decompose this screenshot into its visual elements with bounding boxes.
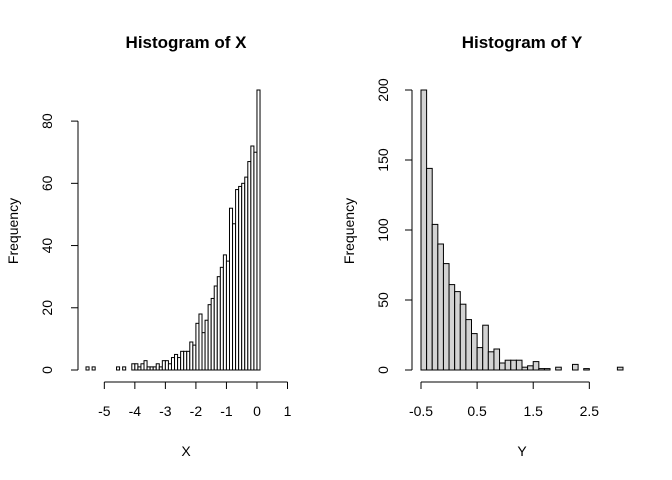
histogram-bar (256, 89, 261, 371)
y-axis: 0 20 40 60 80 (39, 113, 79, 374)
histogram-bar (459, 303, 467, 371)
x-tick-label: 2.5 (580, 403, 600, 419)
y-tick-label: 50 (375, 292, 391, 308)
x-tick-label: -4 (129, 403, 142, 419)
histogram-y-panel: Histogram of Y Y Frequency -0.5 0.5 1.5 2.5… (341, 33, 624, 459)
histogram-bar (527, 365, 534, 371)
histogram-bar (476, 347, 484, 371)
x-tick-label: -5 (98, 403, 111, 419)
histogram-bar (437, 243, 444, 371)
x-axis: -0.5 0.5 1.5 2.5 (409, 381, 600, 419)
histogram-bar (471, 333, 478, 371)
histogram-bar (454, 291, 461, 371)
histogram-bar (143, 360, 148, 371)
y-tick-label: 200 (375, 78, 391, 102)
histogram-bar (116, 366, 121, 371)
histogram-bar (538, 368, 545, 371)
x-axis: -5 -4 -3 -2 -1 0 1 (98, 381, 292, 419)
y-tick-label: 60 (39, 175, 55, 191)
histogram-bar (510, 359, 517, 371)
x-tick-label: -0.5 (409, 403, 433, 419)
histogram-bar (465, 319, 473, 371)
histogram-bar (426, 167, 433, 371)
histogram-bar (521, 366, 529, 371)
chart-title: Histogram of X (126, 33, 248, 52)
histogram-bar (482, 324, 489, 371)
y-tick-label: 150 (375, 148, 391, 172)
histogram-bar (572, 363, 579, 371)
histogram-bar (442, 263, 450, 371)
histogram-bar (543, 368, 551, 371)
y-tick-label: 40 (39, 238, 55, 254)
x-tick-label: -3 (159, 403, 172, 419)
histogram-bar (420, 89, 428, 371)
x-tick-label: -1 (220, 403, 233, 419)
x-tick-label: 1.5 (523, 403, 543, 419)
y-tick-label: 80 (39, 113, 55, 129)
y-tick-label: 20 (39, 300, 55, 316)
x-axis-label: X (181, 443, 191, 459)
histogram-bar (532, 361, 540, 371)
histogram-bar (515, 359, 523, 371)
histogram-bar (555, 366, 562, 371)
x-tick-label: 1 (284, 403, 292, 419)
histogram-bar (85, 366, 90, 371)
histogram-bar (616, 366, 624, 371)
histogram-bar (122, 366, 127, 371)
x-axis-label: Y (517, 443, 527, 459)
histogram-bar (431, 223, 439, 371)
histogram-bar (487, 351, 495, 371)
chart-title: Histogram of Y (462, 33, 583, 52)
histogram-bar (448, 284, 456, 371)
histogram-bar (504, 359, 512, 371)
y-axis: 0 50 100 150 200 (375, 78, 413, 374)
x-tick-label: 0 (253, 403, 261, 419)
y-axis-label: Frequency (341, 198, 357, 264)
histogram-bar (493, 348, 501, 371)
x-tick-label: 0.5 (467, 403, 487, 419)
y-tick-label: 100 (375, 218, 391, 242)
histogram-x-panel: Histogram of X X Frequency -5 -4 -3 -2 -1 0 1 … (5, 33, 292, 459)
y-tick-label: 0 (39, 366, 55, 374)
histogram-bar (91, 366, 96, 371)
bars-group (420, 89, 624, 371)
bars-group (85, 89, 261, 371)
histogram-bar (499, 362, 506, 371)
y-axis-label: Frequency (5, 198, 21, 264)
y-tick-label: 0 (375, 366, 391, 374)
histogram-bar (583, 368, 590, 371)
x-tick-label: -2 (190, 403, 203, 419)
